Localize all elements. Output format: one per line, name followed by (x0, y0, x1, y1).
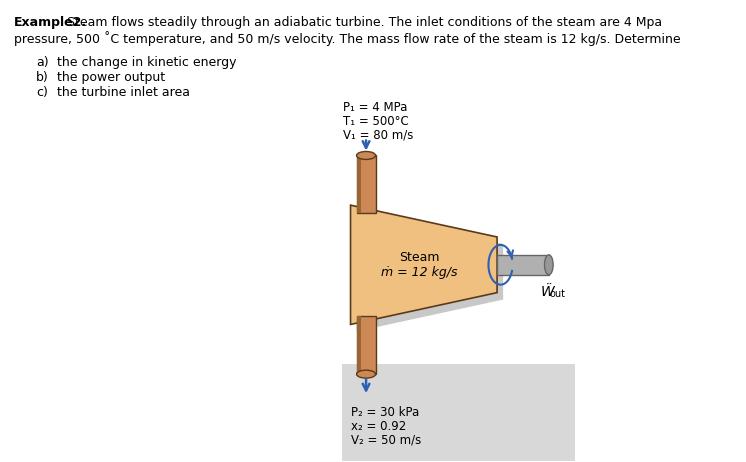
Text: out: out (550, 289, 565, 298)
Text: the change in kinetic energy: the change in kinetic energy (57, 56, 237, 69)
Polygon shape (351, 205, 497, 324)
Bar (357, 155, 375, 213)
Text: b): b) (36, 71, 48, 84)
Text: c): c) (36, 86, 48, 99)
Text: V₁ = 80 m/s: V₁ = 80 m/s (342, 128, 413, 142)
Ellipse shape (357, 370, 375, 378)
Bar (357, 316, 361, 374)
Text: x₂ = 0.92: x₂ = 0.92 (351, 420, 407, 433)
Ellipse shape (357, 152, 375, 159)
Text: Example2.: Example2. (14, 16, 87, 29)
Text: Steam: Steam (399, 251, 439, 264)
Text: P₁ = 4 MPa: P₁ = 4 MPa (342, 101, 407, 114)
Text: the power output: the power output (57, 71, 166, 84)
Text: V₂ = 50 m/s: V₂ = 50 m/s (351, 434, 421, 447)
Text: a): a) (36, 56, 48, 69)
Bar (497, 255, 549, 275)
Bar (357, 316, 375, 374)
Ellipse shape (545, 255, 553, 275)
Text: ṁ = 12 kg/s: ṁ = 12 kg/s (381, 266, 458, 279)
Text: the turbine inlet area: the turbine inlet area (57, 86, 190, 99)
Text: Steam flows steadily through an adiabatic turbine. The inlet conditions of the s: Steam flows steadily through an adiabati… (63, 16, 662, 29)
Text: pressure, 500 ˚C temperature, and 50 m/s velocity. The mass flow rate of the ste: pressure, 500 ˚C temperature, and 50 m/s… (14, 31, 681, 46)
Polygon shape (357, 212, 503, 331)
Text: P₂ = 30 kPa: P₂ = 30 kPa (351, 406, 420, 419)
Text: T₁ = 500°C: T₁ = 500°C (342, 115, 409, 128)
Bar (357, 155, 361, 213)
Bar (342, 364, 574, 461)
Text: Ẅ: Ẅ (540, 285, 554, 298)
